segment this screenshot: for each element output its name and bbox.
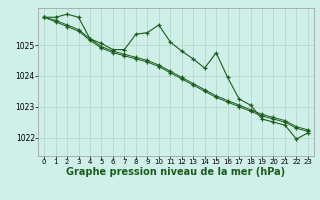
X-axis label: Graphe pression niveau de la mer (hPa): Graphe pression niveau de la mer (hPa) [67,167,285,177]
